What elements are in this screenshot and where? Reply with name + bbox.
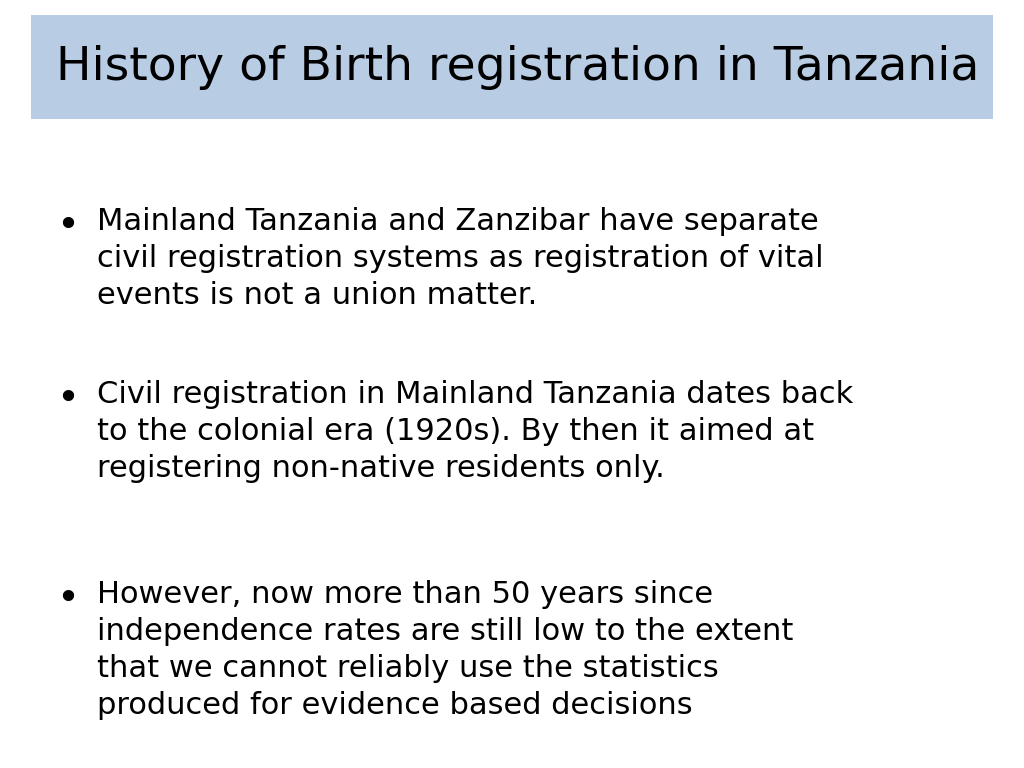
Text: •: •	[56, 580, 79, 617]
Text: Mainland Tanzania and Zanzibar have separate
civil registration systems as regis: Mainland Tanzania and Zanzibar have sepa…	[97, 207, 824, 310]
Text: History of Birth registration in Tanzania: History of Birth registration in Tanzani…	[56, 45, 980, 90]
FancyBboxPatch shape	[31, 15, 993, 119]
Text: •: •	[56, 207, 79, 245]
Text: However, now more than 50 years since
independence rates are still low to the ex: However, now more than 50 years since in…	[97, 580, 794, 720]
Text: Civil registration in Mainland Tanzania dates back
to the colonial era (1920s). : Civil registration in Mainland Tanzania …	[97, 380, 854, 483]
Text: •: •	[56, 380, 79, 418]
